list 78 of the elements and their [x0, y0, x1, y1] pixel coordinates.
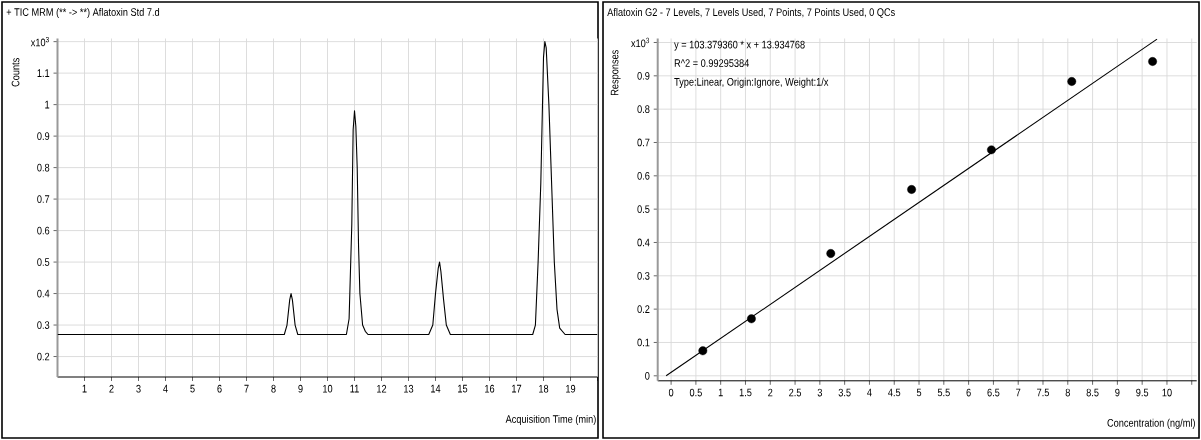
x-tick-label: 0.5: [689, 388, 702, 397]
x-tick-label: 5: [190, 384, 195, 393]
y-tick-label: 1.1: [37, 69, 50, 77]
annotation: Type:Linear, Origin:Ignore, Weight:1/x: [674, 77, 829, 88]
x-tick-label: 1: [82, 384, 87, 393]
y-tick-label: 0.3: [37, 321, 50, 329]
y-axis-title: Responses: [610, 50, 621, 96]
x-tick-label: 6.5: [987, 388, 1000, 397]
x-tick-label: 10: [323, 384, 333, 393]
x-tick-label: 19: [566, 384, 576, 393]
y-tick-label: 0.5: [37, 258, 50, 266]
x-tick-label: 7.5: [1037, 388, 1050, 397]
y-tick-label: 0.7: [37, 195, 50, 203]
x-tick-label: 6: [217, 384, 222, 393]
point: [907, 185, 916, 194]
point: [1148, 57, 1157, 66]
x-tick-label: 3: [136, 384, 141, 393]
y-tick-label: 0.4: [637, 238, 650, 247]
x-tick-label: 8: [271, 384, 276, 393]
point: [826, 249, 836, 258]
x-tick-label: 4.5: [888, 388, 901, 397]
annotation: R^2 = 0.99295384: [674, 59, 749, 67]
x-tick-label: 9.5: [1136, 388, 1149, 397]
x-tick-label: 4: [163, 384, 168, 393]
y-tick-label: 0.3: [637, 271, 650, 280]
x-tick-label: 14: [431, 384, 441, 393]
y-tick-label: 0.6: [37, 226, 50, 235]
y-tick-label: 0.2: [637, 305, 650, 314]
x-axis-title: Concentration (ng/ml): [1107, 418, 1195, 429]
x-tick-label: 0: [668, 388, 674, 397]
x-tick-label: 12: [377, 384, 387, 393]
x-axis-title: Acquisition Time (min): [505, 414, 596, 426]
x-tick-label: 9: [298, 384, 303, 393]
x-tick-label: 16: [485, 384, 495, 393]
y-axis-title: Counts: [11, 58, 20, 87]
y-tick-label: 0.6: [637, 171, 650, 180]
x-tick-label: 8.5: [1086, 388, 1099, 397]
x-tick-label: 3: [817, 388, 823, 397]
x-tick-label: 10: [1162, 388, 1172, 397]
y-tick-label: 0.8: [37, 163, 50, 172]
x-tick-label: 17: [512, 384, 522, 393]
x-tick-label: 11: [350, 384, 359, 393]
x-tick-label: 2.5: [789, 388, 802, 397]
x-tick-label: 5: [916, 388, 922, 397]
y-tick-label: 0.8: [637, 105, 650, 114]
y-tick-label: 0.9: [637, 71, 650, 80]
point: [698, 346, 708, 356]
y-tick-label: 1: [45, 100, 50, 109]
y-tick-label: x10$^{3}$: [631, 37, 650, 48]
chart-title: + TIC MRM (** -> **) Aflatoxin Std 7.d: [6, 7, 160, 19]
x-tick-label: 7: [244, 384, 249, 393]
y-tick-label: 0.4: [37, 289, 50, 298]
x-tick-label: 15: [458, 384, 468, 393]
point: [747, 314, 756, 324]
y-tick-label: 0.2: [37, 352, 50, 361]
y-tick-label: 0: [645, 371, 650, 380]
x-tick-label: 18: [539, 384, 549, 393]
x-tick-label: 1.5: [739, 388, 752, 397]
chart-title: Aflatoxin G2 - 7 Levels, 7 Levels Used, 7 Points, 7 Points Used, 0 QCs: [607, 7, 895, 18]
x-tick-label: 3.5: [838, 388, 851, 397]
point: [987, 145, 996, 155]
x-tick-label: 6: [966, 388, 971, 397]
point: [1067, 77, 1077, 86]
x-tick-label: 9: [1115, 388, 1120, 397]
x-tick-label: 2: [768, 388, 773, 397]
y-tick-label: x10$^{3}$: [30, 36, 49, 47]
x-tick-label: 4: [867, 388, 872, 397]
x-tick-label: 8: [1065, 388, 1070, 397]
y-tick-label: 0.7: [637, 138, 650, 147]
y-tick-label: 0.5: [637, 205, 650, 214]
x-tick-label: 2: [109, 384, 114, 393]
x-tick-label: 7: [1016, 388, 1021, 397]
x-tick-label: 13: [404, 384, 414, 393]
x-tick-label: 1: [718, 388, 723, 397]
y-tick-label: 0.1: [637, 338, 650, 347]
annotation: y = 103.379360 * x + 13.934768: [674, 40, 805, 51]
x-tick-label: 5.5: [937, 388, 950, 397]
y-tick-label: 0.9: [37, 132, 50, 140]
